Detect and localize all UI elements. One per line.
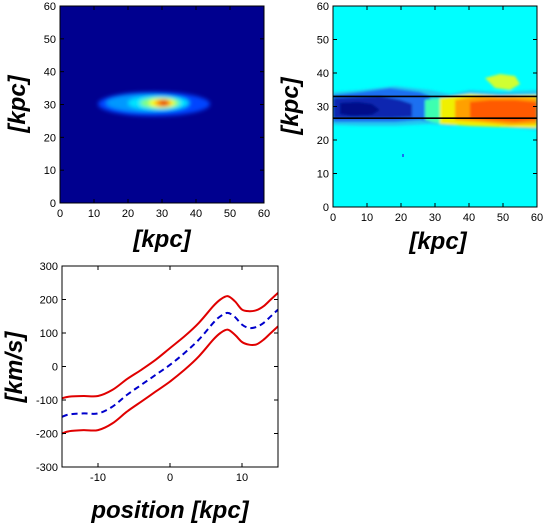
y-tick-label: 300 — [40, 261, 58, 273]
density-map-x-ticks: 0 10 20 30 40 50 60 — [57, 6, 270, 220]
y-tick-label: 100 — [40, 328, 58, 340]
rotation-curve-x-label: position [kpc] — [90, 497, 249, 524]
y-tick-label: 0 — [50, 198, 56, 210]
y-tick-label: -100 — [36, 395, 58, 407]
y-tick-label: 10 — [317, 169, 329, 181]
velocity-map-y-label: [kpc] — [277, 76, 304, 135]
velocity-map-y-ticks: 0 10 20 30 40 50 60 — [317, 1, 537, 214]
rotation-curve-y-label: [km/s] — [1, 331, 28, 404]
y-tick-label: -300 — [36, 462, 58, 474]
y-tick-label: 40 — [44, 67, 56, 79]
y-tick-label: 200 — [40, 295, 58, 307]
x-tick-label: 10 — [361, 212, 373, 224]
x-tick-label: 40 — [190, 208, 202, 220]
y-tick-label: 50 — [317, 35, 329, 47]
x-tick-label: 10 — [88, 208, 100, 220]
x-tick-label: 50 — [224, 208, 236, 220]
velocity-map-field — [333, 74, 537, 157]
y-tick-label: 60 — [44, 1, 56, 13]
density-map-y-ticks: 0 10 20 30 40 50 60 — [44, 1, 264, 210]
x-tick-label: 60 — [531, 212, 543, 224]
x-tick-label: 20 — [395, 212, 407, 224]
y-tick-label: 40 — [317, 68, 329, 80]
x-tick-label: 20 — [122, 208, 134, 220]
rotation-curve-y-ticks: -300 -200 -100 0 100 200 300 — [36, 261, 278, 474]
x-tick-label: 0 — [57, 208, 63, 220]
x-tick-label: 10 — [236, 472, 248, 484]
x-tick-label: -10 — [90, 472, 106, 484]
y-tick-label: 10 — [44, 165, 56, 177]
y-tick-label: 30 — [317, 102, 329, 114]
series-line-dashed — [62, 308, 278, 418]
density-map-y-label: [kpc] — [4, 74, 31, 133]
y-tick-label: 0 — [52, 362, 58, 374]
y-tick-label: 20 — [317, 135, 329, 147]
rotation-curve-x-ticks: -10 0 10 — [90, 266, 248, 484]
x-tick-label: 40 — [463, 212, 475, 224]
rotation-curve-plot-area — [62, 266, 278, 467]
density-map-blob — [98, 92, 210, 116]
velocity-map-x-label: [kpc] — [408, 228, 467, 255]
velocity-map-x-ticks: 0 10 20 30 40 50 60 — [330, 6, 543, 224]
x-tick-label: 60 — [258, 208, 270, 220]
x-tick-label: 30 — [429, 212, 441, 224]
y-tick-label: 20 — [44, 132, 56, 144]
rotation-curve-lines — [62, 292, 278, 435]
x-tick-label: 50 — [497, 212, 509, 224]
x-tick-label: 0 — [167, 472, 173, 484]
x-tick-label: 30 — [156, 208, 168, 220]
x-tick-label: 0 — [330, 212, 336, 224]
density-map-x-label: [kpc] — [132, 226, 191, 253]
series-line-solid — [62, 325, 278, 435]
panel-velocity-map: 0 10 20 30 40 50 60 0 10 20 30 40 50 60 [kpc] [kpc] — [277, 1, 543, 255]
y-tick-label: -200 — [36, 429, 58, 441]
y-tick-label: 30 — [44, 100, 56, 112]
y-tick-label: 50 — [44, 34, 56, 46]
series-line-solid — [62, 292, 278, 400]
panel-density-map: 0 10 20 30 40 50 60 0 10 20 30 40 50 60 [kpc] [kpc] — [4, 1, 270, 253]
y-tick-label: 60 — [317, 1, 329, 13]
y-tick-label: 0 — [323, 202, 329, 214]
